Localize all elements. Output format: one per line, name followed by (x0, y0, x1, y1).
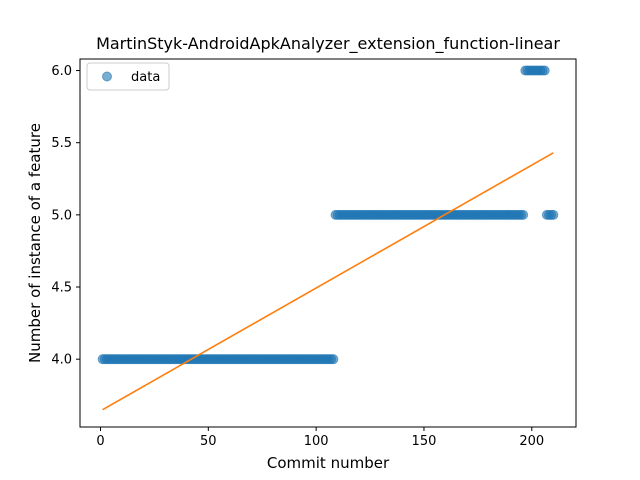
data-point (539, 65, 550, 76)
legend-label-data: data (131, 70, 160, 85)
axes: 0 50 100 150 200 4.0 4.5 5.0 5.5 6.0 (51, 58, 577, 449)
data-point (328, 354, 339, 365)
trend-line (102, 152, 554, 411)
axes-frame (79, 58, 577, 428)
x-tick-label: 100 (304, 434, 329, 449)
y-tick-label: 4.5 (51, 281, 72, 296)
legend-marker-data (102, 71, 112, 82)
data-point (548, 209, 559, 220)
data-point (518, 209, 529, 220)
legend: data (86, 62, 170, 91)
legend-frame (86, 62, 170, 91)
x-tick-label: 200 (519, 434, 544, 449)
y-tick-label: 4.0 (51, 353, 72, 368)
x-axis-label: Commit number (267, 454, 390, 472)
y-tick-label: 6.0 (51, 64, 72, 79)
y-tick-label: 5.5 (51, 136, 72, 151)
x-tick-label: 150 (412, 434, 437, 449)
y-axis-label: Number of instance of a feature (26, 123, 44, 363)
plot-area (97, 65, 559, 411)
chart-title: MartinStyk-AndroidApkAnalyzer_extension_… (96, 34, 560, 54)
x-tick-label: 50 (200, 434, 217, 449)
plot-marks (97, 65, 559, 411)
y-tick-label: 5.0 (51, 208, 72, 223)
x-tick-label: 0 (96, 434, 104, 449)
